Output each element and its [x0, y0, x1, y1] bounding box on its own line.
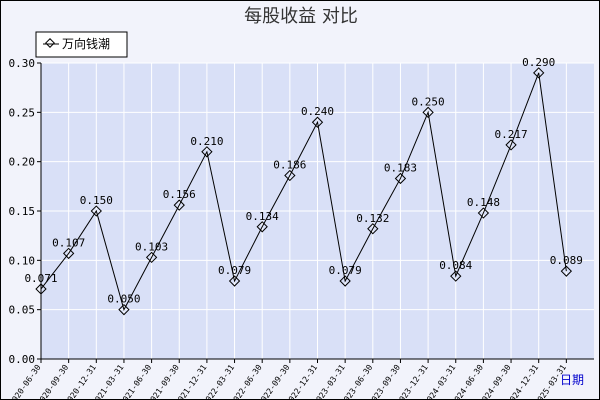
data-point-marker	[311, 116, 324, 128]
data-label: 0.290	[522, 56, 555, 69]
y-tick-label: 0.00	[9, 353, 36, 366]
data-label: 0.089	[550, 254, 583, 267]
data-point-marker	[284, 169, 296, 182]
x-tick-label: 2020-06-30	[8, 363, 43, 399]
data-label: 0.132	[356, 212, 389, 225]
data-label: 0.084	[439, 259, 472, 272]
data-label: 0.150	[80, 194, 113, 207]
data-label: 0.148	[467, 196, 500, 209]
data-label: 0.183	[384, 161, 417, 174]
data-point-marker	[533, 67, 545, 79]
y-tick-label: 0.30	[9, 57, 36, 70]
data-point-marker	[256, 221, 268, 233]
data-point-marker	[90, 205, 102, 217]
data-point-marker	[394, 172, 407, 185]
legend-marker-icon	[45, 38, 55, 48]
data-point-marker	[367, 223, 379, 235]
data-label: 0.071	[24, 272, 57, 285]
grid-lines	[41, 62, 594, 360]
data-point-marker	[505, 139, 517, 151]
data-label: 0.103	[135, 240, 168, 253]
y-tick-label: 0.20	[9, 156, 36, 169]
data-label: 0.250	[412, 95, 445, 108]
series-wanxiang: 0.071 0.107 0.150 0.050 0.103 0.156 0.210 0.079…	[24, 56, 583, 316]
data-point-marker	[145, 251, 158, 264]
y-tick-label: 0.10	[9, 254, 36, 267]
y-tick-label: 0.05	[9, 304, 36, 317]
data-label: 0.240	[301, 105, 334, 118]
data-label: 0.107	[52, 236, 85, 249]
data-point-marker	[228, 275, 241, 287]
data-label: 0.050	[107, 293, 140, 306]
x-axis-label: 日期	[560, 373, 584, 387]
data-point-marker	[422, 106, 434, 118]
data-point-marker	[62, 247, 75, 260]
data-point-marker	[450, 270, 462, 282]
data-point-marker	[560, 265, 573, 277]
data-label: 0.210	[190, 135, 223, 148]
data-point-marker	[35, 283, 47, 295]
data-point-marker	[118, 304, 130, 316]
data-point-marker	[477, 207, 490, 219]
data-point-marker	[201, 146, 213, 158]
y-tick-label: 0.15	[9, 205, 36, 218]
data-point-marker	[173, 199, 185, 211]
data-label: 0.156	[163, 188, 196, 201]
data-point-marker	[339, 275, 351, 287]
x-axis-ticks: 2020-06-302020-09-302020-12-312021-03-31…	[8, 359, 568, 399]
chart-title: 每股收益 对比	[244, 6, 358, 27]
data-label: 0.079	[329, 264, 362, 277]
data-label: 0.186	[273, 158, 306, 171]
data-label: 0.134	[246, 210, 279, 223]
data-label: 0.217	[494, 128, 527, 141]
series-line	[40, 72, 567, 312]
legend-entry-label: 万向钱潮	[62, 36, 110, 51]
data-label: 0.079	[218, 264, 251, 277]
y-axis-ticks: 0.00 0.05 0.10 0.15 0.20 0.25 0.30	[9, 57, 41, 366]
legend: 万向钱潮	[35, 31, 128, 58]
y-tick-label: 0.25	[9, 106, 36, 119]
